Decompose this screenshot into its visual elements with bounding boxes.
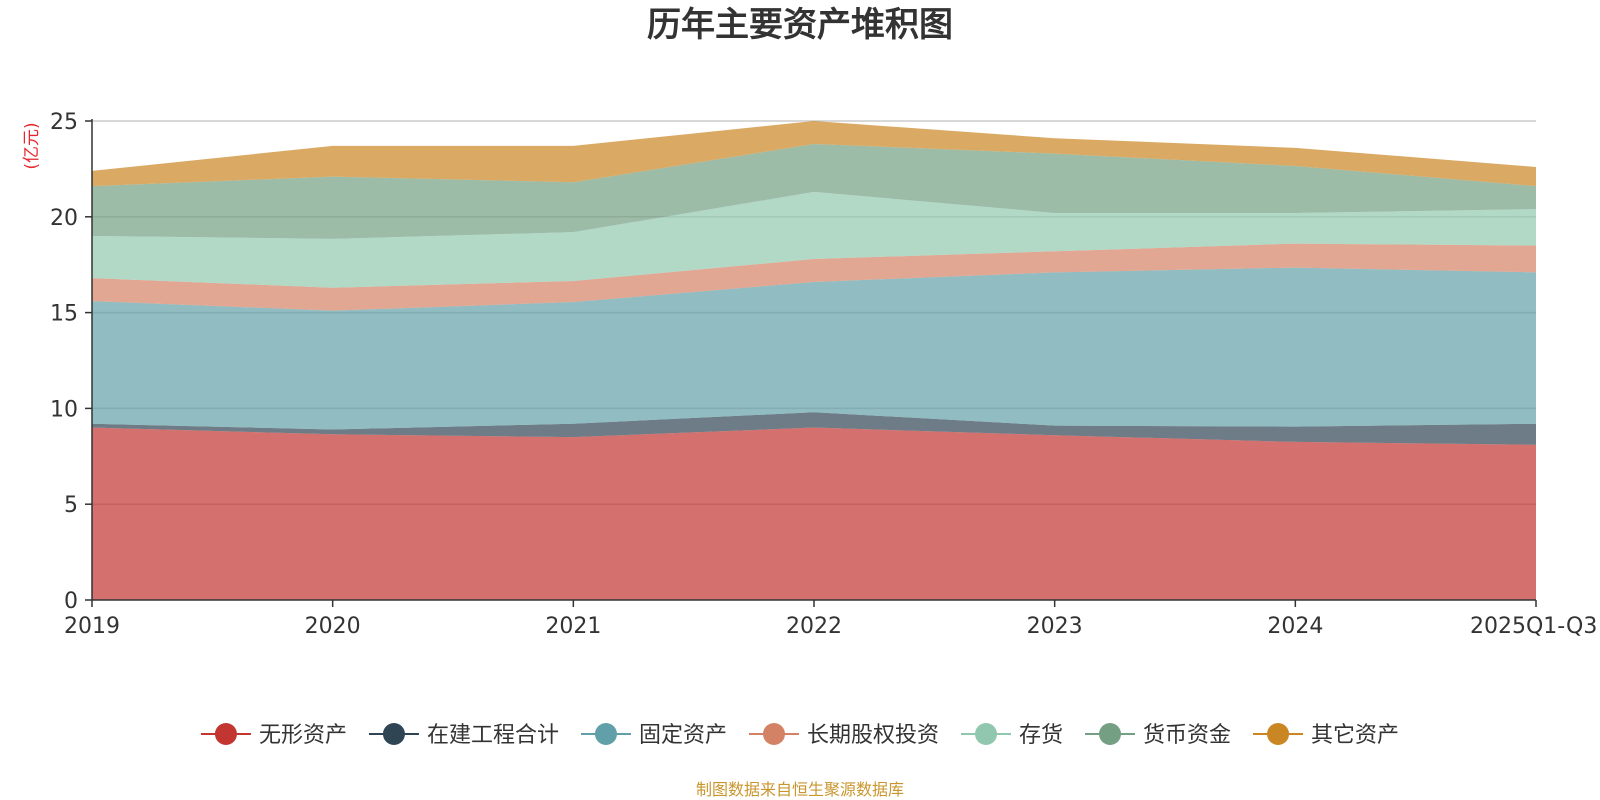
legend-item-6[interactable]: 其它资产 (1253, 723, 1399, 748)
legend[interactable]: 无形资产 在建工程合计 固定资产 长期股权投资 存货 货币资金 其它资产 (200, 723, 1399, 748)
legend-dot-marker (975, 723, 998, 745)
x-tick-label: 2022 (786, 614, 842, 639)
area-series-0 (92, 427, 1536, 600)
y-tick-label: 25 (50, 110, 78, 135)
y-axis-unit: (亿元) (22, 122, 42, 169)
area-series-2 (92, 267, 1536, 430)
legend-label: 其它资产 (1311, 723, 1399, 748)
x-tick-label: 2020 (305, 614, 361, 639)
legend-label: 固定资产 (639, 723, 727, 748)
x-tick-label: 2023 (1027, 614, 1083, 639)
x-tick-label: 2025Q1-Q3 (1470, 614, 1597, 639)
legend-dot-marker (594, 723, 617, 745)
legend-label: 在建工程合计 (427, 723, 559, 748)
area-series-6 (92, 121, 1536, 187)
legend-item-5[interactable]: 货币资金 (1085, 723, 1231, 748)
area-series-5 (92, 143, 1536, 239)
legend-dot-marker (214, 723, 237, 745)
y-tick-label: 0 (64, 589, 78, 614)
legend-label: 长期股权投资 (807, 723, 939, 748)
y-tick-label: 15 (50, 302, 78, 327)
legend-dot-marker (382, 723, 405, 745)
area-series-1 (92, 412, 1536, 445)
y-tick-label: 20 (50, 206, 78, 231)
legend-label: 货币资金 (1143, 723, 1231, 748)
legend-dot-marker (1099, 723, 1122, 745)
legend-dot-marker (762, 723, 785, 745)
x-tick-label: 2024 (1267, 614, 1323, 639)
x-tick-label: 2019 (64, 614, 120, 639)
chart-title: 历年主要资产堆积图 (647, 5, 953, 45)
legend-label: 无形资产 (259, 723, 347, 748)
axes: 0 5 10 15 20 25 2019 2020 2021 2022 2023 2024 2025Q1… (50, 110, 1597, 639)
x-tick-label: 2021 (545, 614, 601, 639)
legend-item-4[interactable]: 存货 (961, 723, 1063, 748)
legend-item-2[interactable]: 固定资产 (580, 723, 727, 748)
legend-item-1[interactable]: 在建工程合计 (368, 723, 559, 748)
area-series-3 (92, 243, 1536, 311)
source-note: 制图数据来自恒生聚源数据库 (696, 780, 904, 799)
y-tick-label: 5 (64, 493, 78, 518)
legend-item-3[interactable]: 长期股权投资 (748, 723, 939, 748)
area-series-group (92, 121, 1536, 600)
legend-item-0[interactable]: 无形资产 (200, 723, 347, 748)
legend-label: 存货 (1019, 723, 1063, 748)
area-series-4 (92, 191, 1536, 288)
y-tick-label: 10 (50, 397, 78, 422)
legend-dot-marker (1267, 723, 1290, 745)
